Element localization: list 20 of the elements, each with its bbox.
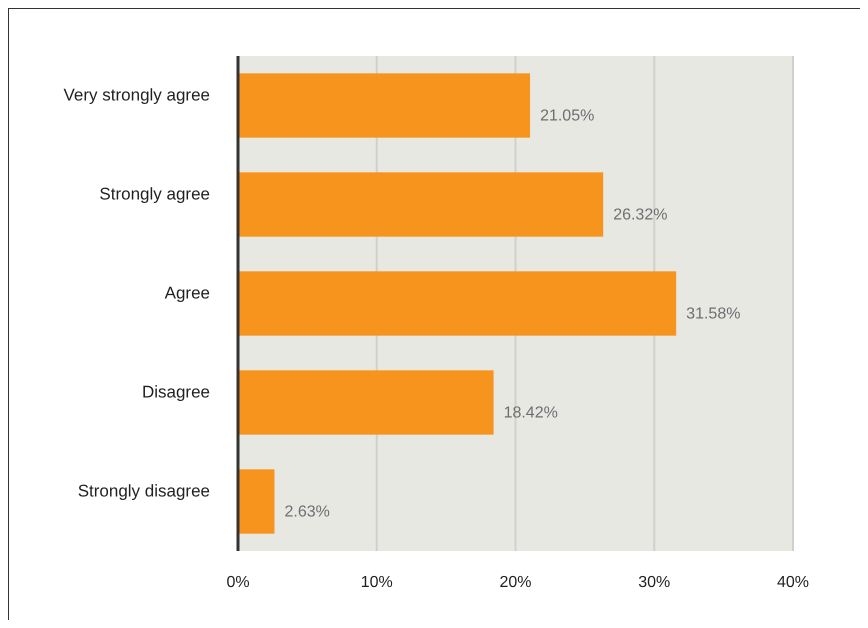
bar [238,73,530,138]
x-tick-label: 30% [638,574,670,591]
bar [238,469,274,534]
data-label: 21.05% [540,108,594,124]
x-tick-label: 20% [499,574,532,591]
bar [238,172,604,237]
data-label: 31.58% [686,306,740,322]
y-tick-label: Agree [164,284,210,302]
y-tick-label: Very strongly agree [64,86,210,104]
y-tick-label: Strongly agree [99,184,210,204]
x-tick-label: 40% [776,574,810,591]
data-label: 18.42% [504,404,558,422]
x-tick-label: 10% [360,574,393,591]
x-tick-label: 0% [226,574,250,591]
data-label: 26.32% [613,206,668,224]
bar [238,370,494,435]
y-tick-label: Disagree [142,382,210,402]
data-label: 2.63% [284,504,330,520]
bar [238,271,676,336]
y-tick-label: Strongly disagree [78,482,210,500]
